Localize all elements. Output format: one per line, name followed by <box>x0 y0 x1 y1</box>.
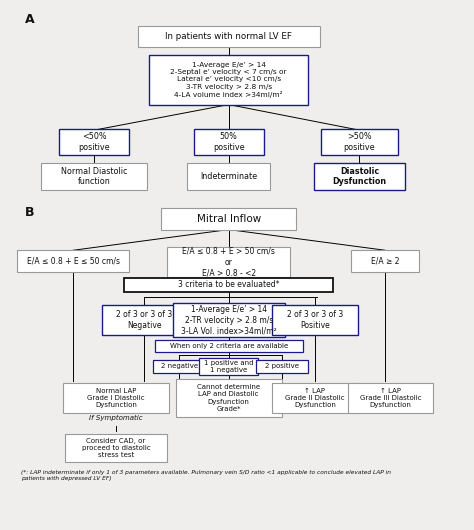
Text: (*: LAP indeterminate if only 1 of 3 parameters available. Pulmonary vein S/D ra: (*: LAP indeterminate if only 1 of 3 par… <box>21 470 391 481</box>
FancyBboxPatch shape <box>200 358 258 375</box>
Text: 1-Average E/e’ > 14
2-Septal e’ velocity < 7 cm/s or
Lateral e’ velocity <10 cm/: 1-Average E/e’ > 14 2-Septal e’ velocity… <box>171 62 287 98</box>
FancyBboxPatch shape <box>348 383 433 413</box>
FancyBboxPatch shape <box>65 434 167 462</box>
Text: ↑ LAP
Grade II Diastolic
Dysfunction: ↑ LAP Grade II Diastolic Dysfunction <box>285 387 345 408</box>
FancyBboxPatch shape <box>320 129 398 155</box>
FancyBboxPatch shape <box>314 163 405 190</box>
Text: Consider CAD, or
proceed to diastolic
stress test: Consider CAD, or proceed to diastolic st… <box>82 438 150 458</box>
FancyBboxPatch shape <box>138 26 319 48</box>
FancyBboxPatch shape <box>272 383 357 413</box>
FancyBboxPatch shape <box>18 250 129 272</box>
FancyBboxPatch shape <box>149 55 308 104</box>
Text: 2 of 3 or 3 of 3
Negative: 2 of 3 or 3 of 3 Negative <box>116 310 173 330</box>
FancyBboxPatch shape <box>59 129 129 155</box>
FancyBboxPatch shape <box>176 379 282 417</box>
Text: 1 positive and
1 negative: 1 positive and 1 negative <box>204 360 254 373</box>
Text: When only 2 criteria are available: When only 2 criteria are available <box>170 343 288 349</box>
Text: ↑ LAP
Grade III Diastolic
Dysfunction: ↑ LAP Grade III Diastolic Dysfunction <box>360 387 421 408</box>
Text: E/A ≤ 0.8 + E ≤ 50 cm/s: E/A ≤ 0.8 + E ≤ 50 cm/s <box>27 257 120 266</box>
Text: If Symptomatic: If Symptomatic <box>89 414 143 421</box>
FancyBboxPatch shape <box>272 305 357 335</box>
Text: A: A <box>25 13 35 26</box>
Text: Indeterminate: Indeterminate <box>200 172 257 181</box>
FancyBboxPatch shape <box>102 305 187 335</box>
FancyBboxPatch shape <box>154 360 206 373</box>
Text: 1-Average E/e’ > 14
2-TR velocity > 2.8 m/s
3-LA Vol. index>34ml/m²: 1-Average E/e’ > 14 2-TR velocity > 2.8 … <box>181 305 276 335</box>
FancyBboxPatch shape <box>173 303 284 337</box>
Text: <50%
positive: <50% positive <box>78 132 110 152</box>
Text: Normal LAP
Grade I Diastolic
Dysfunction: Normal LAP Grade I Diastolic Dysfunction <box>87 387 145 408</box>
FancyBboxPatch shape <box>125 278 333 292</box>
FancyBboxPatch shape <box>187 163 270 190</box>
Text: 3 criteria to be evaluated*: 3 criteria to be evaluated* <box>178 280 280 289</box>
Text: Diastolic
Dysfunction: Diastolic Dysfunction <box>332 166 386 186</box>
Text: E/A ≥ 2: E/A ≥ 2 <box>371 257 399 266</box>
Text: 2 of 3 or 3 of 3
Positive: 2 of 3 or 3 of 3 Positive <box>287 310 343 330</box>
Text: B: B <box>25 206 35 219</box>
FancyBboxPatch shape <box>194 129 264 155</box>
FancyBboxPatch shape <box>167 248 290 277</box>
FancyBboxPatch shape <box>162 208 296 229</box>
Text: E/A ≤ 0.8 + E > 50 cm/s
or
E/A > 0.8 - <2: E/A ≤ 0.8 + E > 50 cm/s or E/A > 0.8 - <… <box>182 247 275 277</box>
FancyBboxPatch shape <box>351 250 419 272</box>
FancyBboxPatch shape <box>155 340 302 351</box>
Text: 50%
positive: 50% positive <box>213 132 245 152</box>
Text: >50%
positive: >50% positive <box>344 132 375 152</box>
Text: 2 positive: 2 positive <box>265 364 299 369</box>
Text: In patients with normal LV EF: In patients with normal LV EF <box>165 32 292 41</box>
Text: Cannot determine
LAP and Diastolic
Dysfunction
Grade*: Cannot determine LAP and Diastolic Dysfu… <box>197 384 260 412</box>
FancyBboxPatch shape <box>41 163 147 190</box>
Text: 2 negative: 2 negative <box>161 364 198 369</box>
FancyBboxPatch shape <box>63 383 169 413</box>
Text: Mitral Inflow: Mitral Inflow <box>197 214 261 224</box>
FancyBboxPatch shape <box>255 360 308 373</box>
Text: Normal Diastolic
function: Normal Diastolic function <box>61 166 128 186</box>
